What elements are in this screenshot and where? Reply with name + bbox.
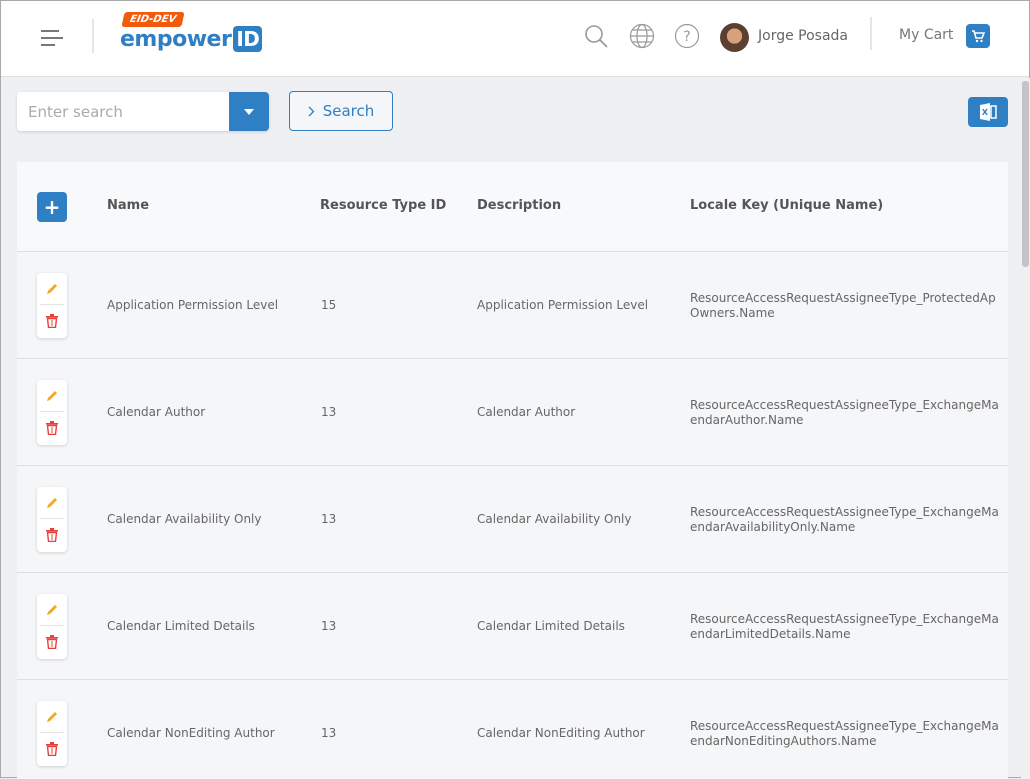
cell-description: Application Permission Level [477, 298, 649, 312]
svg-text:X: X [982, 108, 989, 117]
locale-line: endarAvailabilityOnly.Name [690, 520, 856, 534]
trash-icon [46, 635, 58, 649]
pencil-icon [47, 497, 57, 508]
cell-name: Calendar Availability Only [107, 512, 262, 526]
menu-toggle-icon[interactable] [41, 30, 63, 46]
locale-line: endarLimitedDetails.Name [690, 627, 851, 641]
table-row: Application Permission Level 15 Applicat… [17, 252, 1008, 359]
cell-resource-type-id: 13 [321, 619, 337, 633]
edit-button[interactable] [40, 701, 64, 733]
row-actions [37, 594, 67, 659]
cell-locale-key: ResourceAccessRequestAssigneeType_Exchan… [690, 612, 999, 642]
excel-icon: X [980, 103, 997, 121]
cell-resource-type-id: 13 [321, 512, 337, 526]
edit-button[interactable] [40, 487, 64, 519]
caret-down-icon [244, 108, 254, 115]
locale-line: ResourceAccessRequestAssigneeType_Protec… [690, 291, 996, 305]
row-actions [37, 487, 67, 552]
table-row: Calendar Author 13 Calendar Author Resou… [17, 359, 1008, 466]
plus-icon: + [43, 195, 61, 219]
delete-button[interactable] [37, 626, 67, 658]
trash-icon [46, 314, 58, 328]
resource-table: + Name Resource Type ID Description Loca… [17, 162, 1008, 779]
export-excel-button[interactable]: X [968, 97, 1008, 127]
scrollbar-thumb[interactable] [1022, 81, 1029, 267]
search-button-label: Search [322, 102, 375, 120]
delete-button[interactable] [37, 412, 67, 444]
pencil-icon [47, 604, 57, 615]
locale-line: endarAuthor.Name [690, 413, 804, 427]
cart-icon [972, 30, 985, 43]
cell-locale-key: ResourceAccessRequestAssigneeType_Protec… [690, 291, 996, 321]
table-header: + Name Resource Type ID Description Loca… [17, 162, 1008, 252]
cell-resource-type-id: 13 [321, 726, 337, 740]
cart-label[interactable]: My Cart [899, 27, 954, 43]
search-input[interactable] [17, 92, 229, 131]
app-header: EID-DEV empower ID ? Jorge Posada My Cart [1, 1, 1029, 77]
add-button[interactable]: + [37, 192, 67, 222]
locale-line: ResourceAccessRequestAssigneeType_Exchan… [690, 398, 999, 412]
cell-name: Calendar Limited Details [107, 619, 255, 633]
column-header-resource-type-id[interactable]: Resource Type ID [320, 198, 447, 213]
cell-locale-key: ResourceAccessRequestAssigneeType_Exchan… [690, 719, 999, 749]
table-row: Calendar Availability Only 13 Calendar A… [17, 466, 1008, 573]
cell-description: Calendar Author [477, 405, 576, 419]
env-badge: EID-DEV [121, 12, 185, 27]
globe-icon[interactable] [629, 23, 655, 49]
delete-button[interactable] [37, 733, 67, 765]
locale-line: Owners.Name [690, 306, 775, 320]
avatar[interactable] [720, 23, 749, 52]
cell-name: Calendar Author [107, 405, 206, 419]
svg-text:?: ? [683, 29, 690, 45]
row-actions [37, 701, 67, 766]
column-header-name[interactable]: Name [107, 198, 150, 213]
search-dropdown-button[interactable] [229, 92, 269, 131]
edit-button[interactable] [40, 594, 64, 626]
cell-resource-type-id: 13 [321, 405, 337, 419]
edit-button[interactable] [40, 380, 64, 412]
search-icon[interactable] [583, 23, 609, 49]
trash-icon [46, 742, 58, 756]
cell-description: Calendar Availability Only [477, 512, 632, 526]
locale-line: ResourceAccessRequestAssigneeType_Exchan… [690, 612, 999, 626]
divider [92, 19, 94, 53]
cell-description: Calendar NonEditing Author [477, 726, 645, 740]
pencil-icon [47, 283, 57, 294]
locale-line: endarNonEditingAuthors.Name [690, 734, 877, 748]
brand-text: empower [120, 26, 232, 52]
column-header-locale-key[interactable]: Locale Key (Unique Name) [690, 198, 884, 213]
cell-locale-key: ResourceAccessRequestAssigneeType_Exchan… [690, 505, 999, 535]
row-actions [37, 380, 67, 445]
cell-resource-type-id: 15 [321, 298, 337, 312]
cell-name: Calendar NonEditing Author [107, 726, 275, 740]
pencil-icon [47, 390, 57, 401]
delete-button[interactable] [37, 519, 67, 551]
scrollbar[interactable] [1021, 78, 1030, 779]
help-icon[interactable]: ? [674, 23, 700, 49]
edit-button[interactable] [40, 273, 64, 305]
trash-icon [46, 421, 58, 435]
locale-line: ResourceAccessRequestAssigneeType_Exchan… [690, 505, 999, 519]
cell-description: Calendar Limited Details [477, 619, 625, 633]
divider [870, 17, 872, 50]
brand-id: ID [233, 26, 263, 52]
locale-line: ResourceAccessRequestAssigneeType_Exchan… [690, 719, 999, 733]
cart-button[interactable] [966, 24, 990, 48]
table-row: Calendar Limited Details 13 Calendar Lim… [17, 573, 1008, 680]
trash-icon [46, 528, 58, 542]
row-actions [37, 273, 67, 338]
chevron-right-icon [308, 106, 315, 116]
user-name[interactable]: Jorge Posada [758, 28, 849, 44]
column-header-description[interactable]: Description [477, 198, 562, 213]
search-button[interactable]: Search [289, 91, 393, 131]
delete-button[interactable] [37, 305, 67, 337]
table-row: Calendar NonEditing Author 13 Calendar N… [17, 680, 1008, 779]
cell-name: Application Permission Level [107, 298, 279, 312]
pencil-icon [47, 711, 57, 722]
cell-locale-key: ResourceAccessRequestAssigneeType_Exchan… [690, 398, 999, 428]
search-combobox [17, 92, 269, 131]
